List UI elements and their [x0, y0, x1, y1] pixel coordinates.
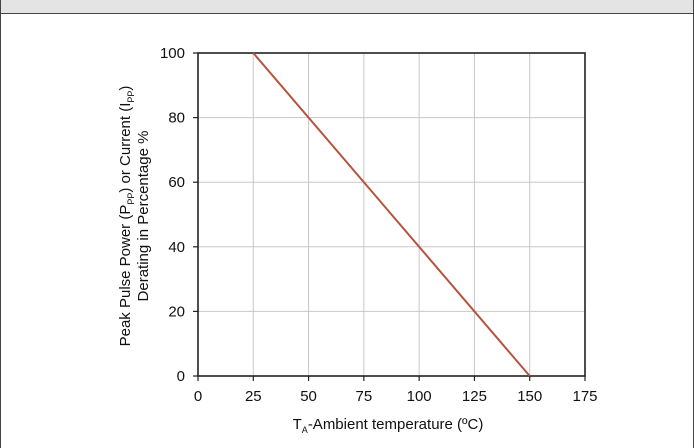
y-tick-label: 20 — [168, 303, 185, 320]
y-axis-title: Peak Pulse Power (PPP) or Current (IPP) … — [117, 86, 152, 347]
x-tick-label: 175 — [572, 388, 597, 405]
x-tick-label: 125 — [462, 388, 487, 405]
y-tick-label: 80 — [168, 110, 185, 127]
x-tick-label: 50 — [300, 388, 317, 405]
derating-line — [252, 52, 531, 377]
y-axis-title-line1: Peak Pulse Power (PPP) or Current (IPP) — [117, 86, 136, 347]
x-tick-label: 25 — [245, 388, 262, 405]
x-tick-label: 100 — [407, 388, 432, 405]
plot-border — [197, 52, 586, 377]
x-tick-label: 75 — [356, 388, 373, 405]
x-axis-title: TA-Ambient temperature (ºC) — [293, 416, 484, 435]
y-tick-label: 0 — [177, 368, 185, 385]
x-tick-label: 0 — [194, 388, 202, 405]
grid-lines — [198, 53, 585, 376]
x-tick-label: 150 — [517, 388, 542, 405]
y-tick-labels: 0 20 40 60 80 100 — [160, 45, 185, 385]
y-tick-label: 60 — [168, 174, 185, 191]
x-tick-labels: 0 25 50 75 100 125 150 175 — [194, 388, 598, 405]
header-band — [0, 0, 694, 14]
y-tick-label: 40 — [168, 239, 185, 256]
axis-ticks — [193, 52, 586, 381]
y-tick-label: 100 — [160, 45, 185, 62]
y-axis-title-line2: Derating in Percentage % — [135, 131, 152, 302]
series-group — [252, 52, 531, 377]
